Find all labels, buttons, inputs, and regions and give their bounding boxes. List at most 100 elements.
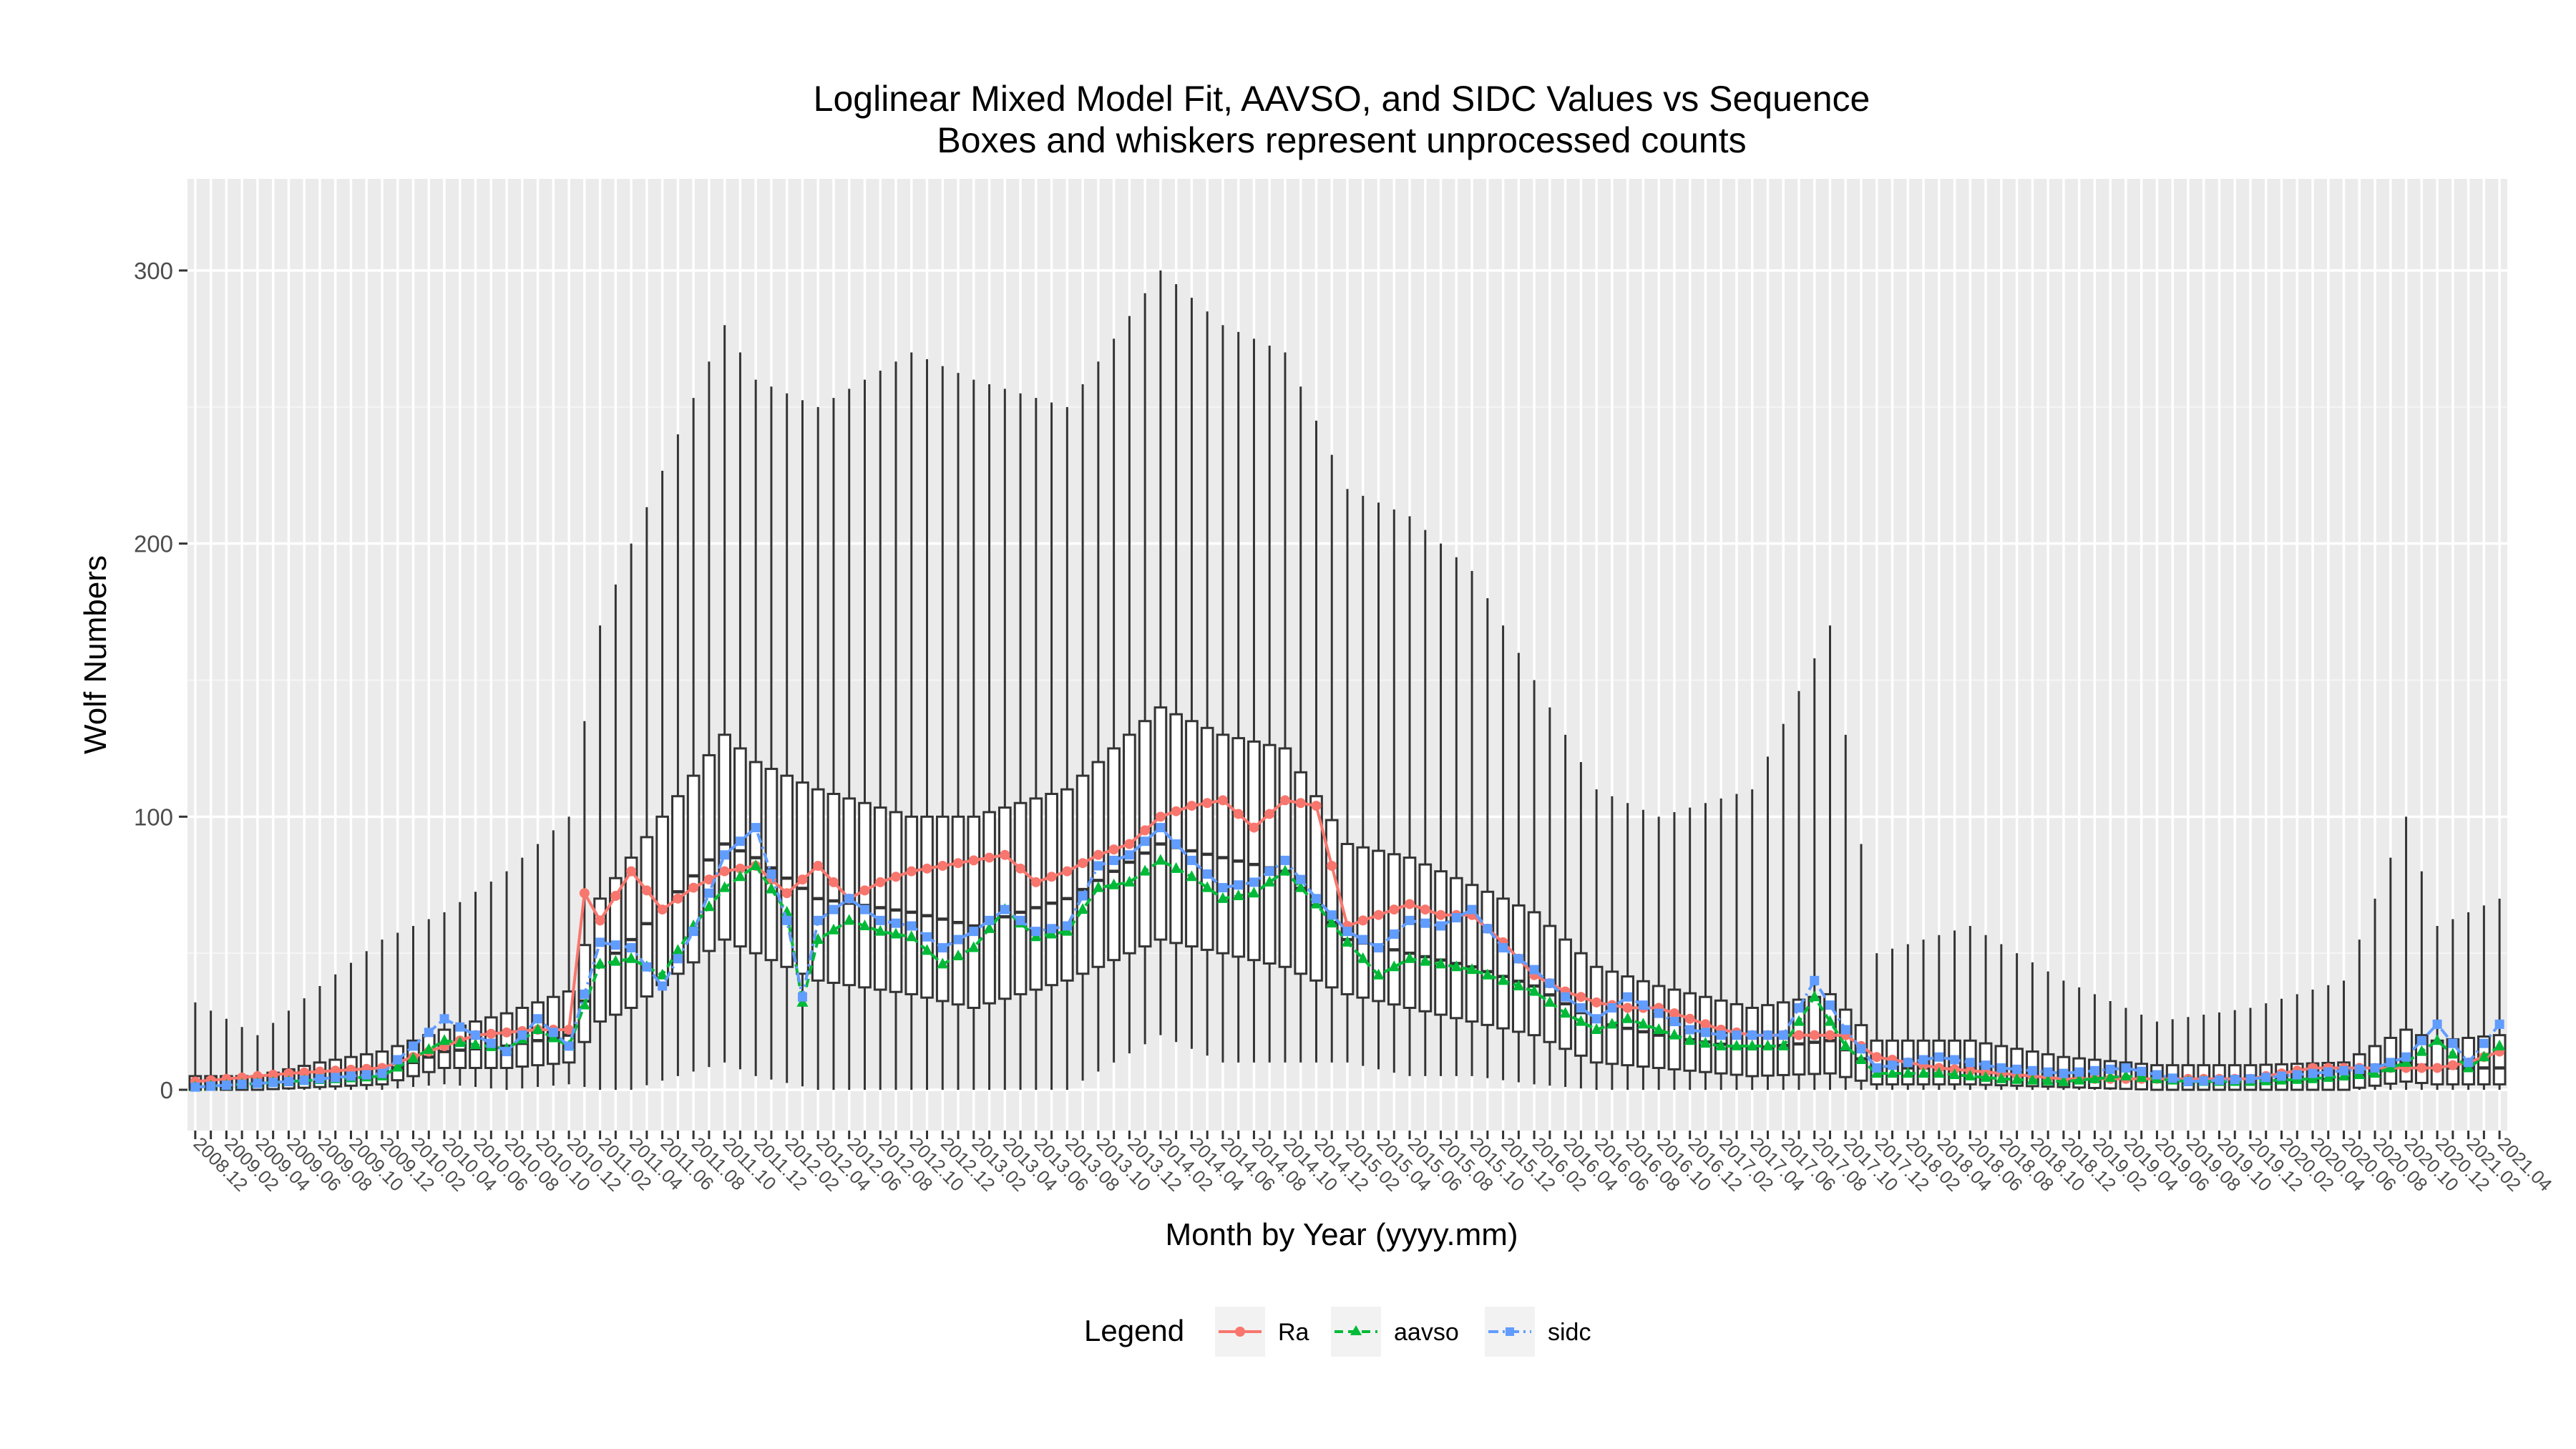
series-point <box>1792 1015 1805 1026</box>
series-point <box>1000 904 1010 914</box>
series-point <box>2446 1048 2459 1059</box>
series-point <box>907 921 917 931</box>
series-point <box>1031 927 1041 937</box>
series-point <box>1420 918 1430 928</box>
series-point <box>1388 960 1400 972</box>
box-2011.12 <box>748 379 763 1076</box>
series-point <box>766 869 776 879</box>
series-point <box>502 1027 512 1038</box>
box-iqr <box>1200 726 1214 951</box>
series-point <box>1825 1030 1835 1040</box>
series-point <box>1218 883 1228 893</box>
series-point <box>1699 1037 1712 1048</box>
box-iqr <box>967 815 981 1010</box>
series-point <box>1700 1028 1710 1038</box>
series-point <box>1591 1023 1603 1035</box>
series-point <box>1264 809 1275 819</box>
series-point <box>1778 1030 1788 1040</box>
series-point <box>283 1068 294 1079</box>
series-point <box>829 904 839 914</box>
box-2014.09 <box>1262 345 1277 1063</box>
series-point <box>299 1075 309 1085</box>
box-2015.08 <box>1434 543 1448 1076</box>
legend-key-aavso: aavso <box>1331 1307 1459 1357</box>
x-axis-label: Month by Year (yyyy.mm) <box>1165 1217 1518 1252</box>
series-point <box>703 874 714 885</box>
series-point <box>2167 1073 2177 1083</box>
series-point <box>2119 1069 2132 1080</box>
series-point <box>1668 1028 1680 1040</box>
series-point <box>2089 1072 2101 1083</box>
series-point <box>1357 915 1368 926</box>
series-sidc <box>190 823 2504 1092</box>
series-point <box>1420 904 1430 915</box>
x-axis: 2008.122009.022009.042009.062009.082009.… <box>190 1131 2557 1196</box>
series-point <box>2183 1077 2193 1087</box>
series-point <box>1156 823 1166 833</box>
series-point <box>1918 1067 1930 1078</box>
series-point <box>1171 839 1181 849</box>
series-point <box>658 981 668 991</box>
series-point <box>580 989 590 999</box>
series-point <box>2152 1070 2162 1080</box>
series-point <box>1591 997 1602 1008</box>
box-2014.02 <box>1153 270 1168 1035</box>
series-point <box>1202 798 1213 809</box>
series-point <box>905 930 917 942</box>
chart-title: Loglinear Mixed Model Fit, AAVSO, and SI… <box>814 79 1870 119</box>
legend: Legend Ra aavso sidc <box>1084 1307 1591 1357</box>
series-point <box>1373 909 1384 920</box>
series-point <box>1513 954 1523 964</box>
series-point <box>720 850 730 860</box>
series-point <box>751 823 761 833</box>
series-point <box>1294 881 1307 892</box>
series-point <box>1389 904 1400 915</box>
box-2016.07 <box>1605 796 1619 1090</box>
series-point <box>2277 1071 2287 1081</box>
series-point <box>2057 1075 2069 1086</box>
y-tick-label: 100 <box>134 804 173 830</box>
series-point <box>610 955 622 966</box>
series-point <box>906 866 917 877</box>
box-iqr <box>1060 788 1074 982</box>
series-point <box>1015 915 1025 925</box>
series-point <box>1327 861 1337 872</box>
box-iqr <box>1169 713 1183 945</box>
series-point <box>1637 1018 1649 1029</box>
series-point <box>1249 822 1259 833</box>
box-2012.01 <box>764 386 779 1080</box>
series-point <box>1621 1012 1634 1023</box>
series-point <box>532 1023 544 1035</box>
series-point <box>1684 1034 1696 1045</box>
box-iqr <box>904 815 919 995</box>
series-point <box>1248 887 1260 898</box>
series-point <box>2479 1038 2489 1048</box>
series-point <box>407 1052 419 1063</box>
series-point <box>1124 839 1135 849</box>
series-point <box>1015 863 1026 874</box>
series-point <box>2245 1074 2255 1084</box>
box-2013.05 <box>1013 393 1028 1090</box>
series-point <box>937 861 948 872</box>
series-point <box>1436 921 1446 931</box>
series-point <box>2370 1063 2380 1073</box>
series-point <box>315 1074 325 1084</box>
box-2015.06 <box>1402 516 1417 1076</box>
series-point <box>1497 974 1509 985</box>
series-point <box>1794 1003 1804 1013</box>
series-point <box>1389 929 1399 939</box>
series-point <box>1078 891 1088 901</box>
series-point <box>1716 1030 1726 1040</box>
series-point <box>1140 825 1151 836</box>
series-point <box>2089 1065 2099 1075</box>
series-point <box>1234 880 1244 890</box>
series-point <box>1077 903 1089 914</box>
series-point <box>206 1081 216 1091</box>
box-2015.02 <box>1340 489 1355 1063</box>
legend-label-ra: Ra <box>1278 1319 1309 1346</box>
series-point <box>891 918 901 928</box>
series-point <box>2135 1070 2147 1082</box>
series-point <box>2478 1050 2490 1062</box>
series-point <box>1171 806 1181 816</box>
series-point <box>657 904 668 915</box>
